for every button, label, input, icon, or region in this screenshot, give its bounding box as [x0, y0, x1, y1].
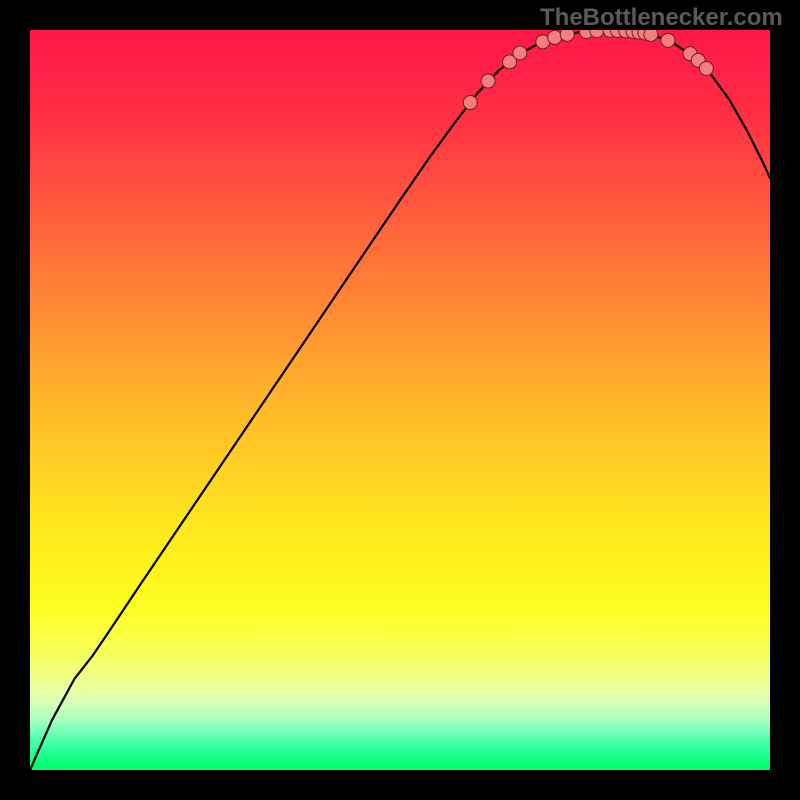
marker-dot: [513, 46, 527, 60]
marker-dot: [463, 96, 477, 110]
watermark-label: TheBottlenecker.com: [540, 4, 783, 32]
marker-dot: [481, 74, 495, 88]
marker-dot: [699, 61, 713, 75]
bottleneck-curve: [30, 30, 770, 770]
curve-layer: [30, 30, 770, 770]
marker-dot: [661, 33, 675, 47]
plot-area: [30, 30, 770, 770]
marker-dot: [548, 30, 562, 44]
